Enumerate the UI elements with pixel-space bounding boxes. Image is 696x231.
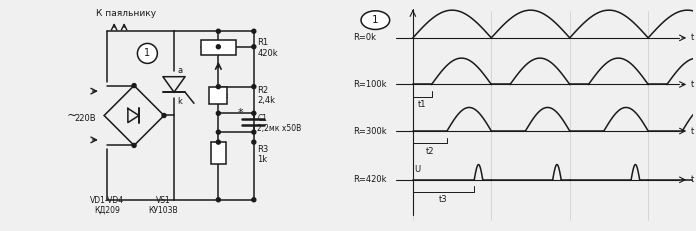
- Text: t: t: [691, 127, 694, 136]
- Circle shape: [132, 84, 136, 88]
- Text: R=420k: R=420k: [353, 175, 387, 184]
- Text: R=0k: R=0k: [353, 33, 376, 42]
- Text: t3: t3: [439, 195, 448, 204]
- Text: 1: 1: [144, 49, 150, 58]
- Text: k: k: [177, 97, 182, 106]
- Text: ~: ~: [66, 109, 77, 122]
- Text: R2
2,4k: R2 2,4k: [257, 86, 275, 105]
- Text: VS1
КУ103В: VS1 КУ103В: [148, 196, 177, 215]
- Circle shape: [216, 198, 221, 202]
- Circle shape: [216, 130, 221, 134]
- Circle shape: [252, 111, 256, 115]
- Text: 1: 1: [372, 15, 379, 25]
- Circle shape: [216, 140, 221, 144]
- Text: К паяльнику: К паяльнику: [96, 9, 157, 18]
- Circle shape: [252, 130, 256, 134]
- Circle shape: [252, 85, 256, 89]
- Text: U: U: [415, 165, 420, 174]
- Circle shape: [162, 113, 166, 118]
- Text: R3
1k: R3 1k: [257, 145, 269, 164]
- Circle shape: [216, 45, 221, 49]
- Circle shape: [252, 45, 256, 49]
- Circle shape: [252, 198, 256, 202]
- Text: t: t: [691, 33, 694, 42]
- Text: R=100k: R=100k: [353, 80, 387, 89]
- Circle shape: [252, 29, 256, 33]
- Circle shape: [132, 143, 136, 147]
- FancyBboxPatch shape: [211, 142, 226, 164]
- Circle shape: [216, 29, 221, 33]
- Text: t2: t2: [426, 146, 434, 155]
- Text: t1: t1: [418, 100, 427, 109]
- Circle shape: [216, 111, 221, 115]
- Text: *: *: [237, 108, 243, 118]
- Circle shape: [361, 11, 390, 30]
- Text: VD1-VD4
КД209: VD1-VD4 КД209: [90, 196, 125, 215]
- Text: C1
2,2мк х50В: C1 2,2мк х50В: [257, 114, 301, 133]
- Circle shape: [216, 85, 221, 89]
- Circle shape: [252, 140, 256, 144]
- Text: t: t: [691, 175, 694, 184]
- Text: R=300k: R=300k: [353, 127, 387, 136]
- FancyBboxPatch shape: [209, 87, 227, 104]
- Text: 220В: 220В: [74, 114, 96, 123]
- Text: t: t: [691, 80, 694, 89]
- Text: R1
420k: R1 420k: [257, 38, 278, 58]
- Circle shape: [137, 43, 157, 63]
- FancyBboxPatch shape: [200, 40, 236, 55]
- Text: a: a: [177, 66, 182, 75]
